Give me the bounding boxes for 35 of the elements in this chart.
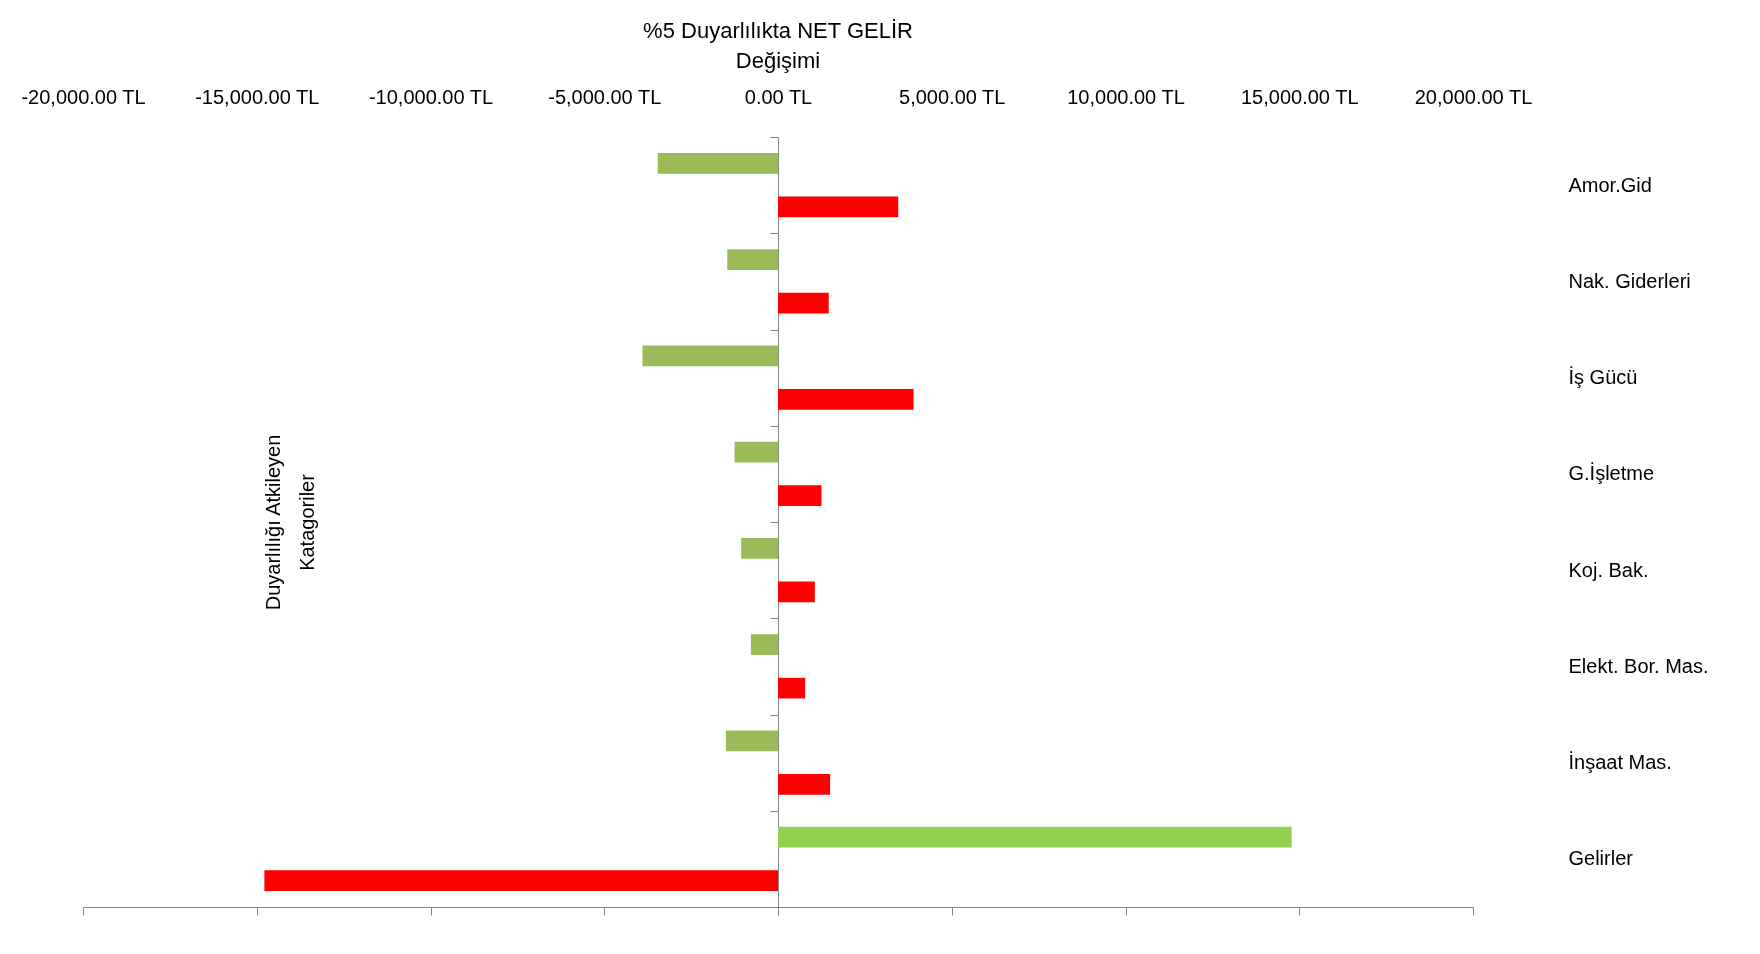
y-tick-label: Elekt. Bor. Mas. xyxy=(1568,654,1709,677)
bar xyxy=(642,345,778,367)
x-tick-label: 0.00 TL xyxy=(744,85,813,108)
y-tick-label: Amor.Gid xyxy=(1568,173,1652,196)
y-tick-label: Nak. Giderleri xyxy=(1568,269,1691,292)
y-tick-label: Gelirler xyxy=(1568,847,1634,870)
bar xyxy=(725,730,778,752)
bar xyxy=(778,292,829,314)
bar xyxy=(778,196,899,218)
x-tick-label: 15,000.00 TL xyxy=(1240,85,1359,108)
bar xyxy=(734,441,778,463)
bar xyxy=(778,389,914,410)
bar xyxy=(741,538,778,559)
x-tick-label: -15,000.00 TL xyxy=(195,85,320,108)
x-tick-label: -20,000.00 TL xyxy=(21,85,146,108)
y-tick-label: İnşaat Mas. xyxy=(1568,751,1672,774)
bar xyxy=(778,581,815,603)
y-axis-title: Duyarlılığı Atkileyen Katagoriler xyxy=(261,434,318,611)
x-tick-label: 20,000.00 TL xyxy=(1414,85,1533,108)
bar xyxy=(778,826,1292,848)
y-tick-label: Koj. Bak. xyxy=(1568,558,1649,581)
bar xyxy=(727,249,778,270)
x-tick-label: 5,000.00 TL xyxy=(899,85,1006,108)
bar xyxy=(778,485,822,506)
bar xyxy=(657,153,778,174)
chart-title: %5 Duyarlılıkta NET GELİR Değişimi xyxy=(643,18,913,73)
bar xyxy=(778,677,806,699)
y-tick-label: İş Gücü xyxy=(1568,366,1638,389)
x-tick-label: 10,000.00 TL xyxy=(1067,85,1185,108)
bar xyxy=(778,774,831,795)
x-tick-label: -5,000.00 TL xyxy=(548,85,662,108)
y-tick-label: G.İşletme xyxy=(1568,462,1655,485)
bar xyxy=(264,870,778,891)
bar xyxy=(750,634,778,655)
x-tick-label: -10,000.00 TL xyxy=(368,85,494,108)
